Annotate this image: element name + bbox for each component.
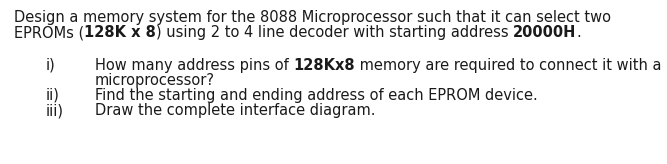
Text: 128Kx8: 128Kx8 — [293, 58, 355, 73]
Text: ) using 2 to 4 line decoder with starting address: ) using 2 to 4 line decoder with startin… — [156, 25, 514, 40]
Text: Design a memory system for the 8088 Microprocessor such that it can select two: Design a memory system for the 8088 Micr… — [14, 10, 611, 25]
Text: 20000H: 20000H — [514, 25, 577, 40]
Text: Find the starting and ending address of each EPROM device.: Find the starting and ending address of … — [95, 88, 538, 103]
Text: Draw the complete interface diagram.: Draw the complete interface diagram. — [95, 103, 376, 118]
Text: microprocessor?: microprocessor? — [95, 73, 215, 88]
Text: i): i) — [46, 58, 56, 73]
Text: .: . — [577, 25, 582, 40]
Text: iii): iii) — [46, 103, 64, 118]
Text: EPROMs (: EPROMs ( — [14, 25, 84, 40]
Text: memory are required to connect it with a: memory are required to connect it with a — [355, 58, 662, 73]
Text: 128K x 8: 128K x 8 — [84, 25, 156, 40]
Text: ii): ii) — [46, 88, 60, 103]
Text: How many address pins of: How many address pins of — [95, 58, 293, 73]
